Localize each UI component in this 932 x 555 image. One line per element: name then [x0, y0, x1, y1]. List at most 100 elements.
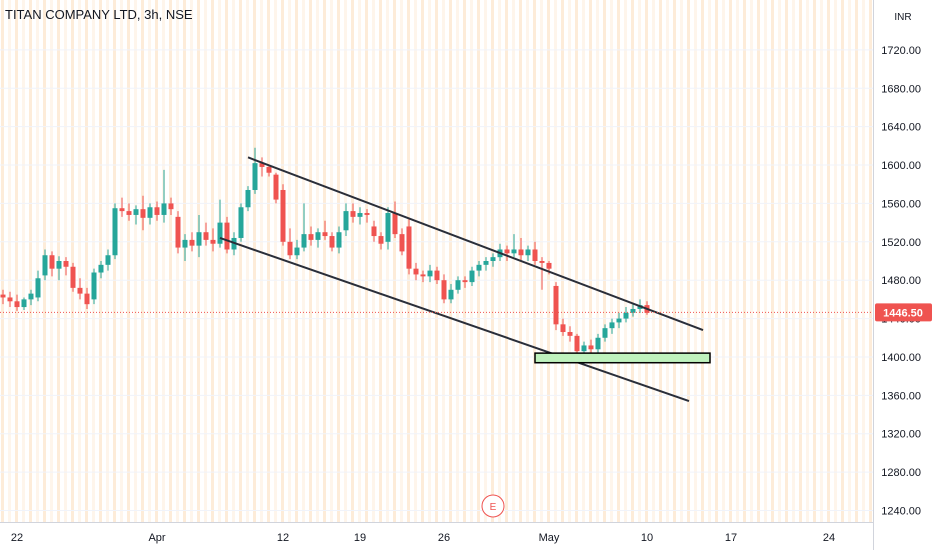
candle-body[interactable] [350, 211, 356, 217]
candle-body[interactable] [280, 189, 286, 242]
candle-body[interactable] [98, 264, 104, 273]
candle-body[interactable] [224, 222, 230, 250]
candle-body[interactable] [42, 255, 48, 276]
candle-body[interactable] [490, 257, 496, 261]
candle-body[interactable] [14, 301, 20, 308]
candle-body[interactable] [399, 234, 405, 252]
candle-body[interactable] [364, 213, 370, 215]
candle-body[interactable] [273, 174, 279, 200]
candle-body[interactable] [28, 293, 34, 300]
chart-title: TITAN COMPANY LTD, 3h, NSE [5, 7, 193, 22]
candle-body[interactable] [588, 345, 594, 350]
candle-body[interactable] [616, 318, 622, 323]
candle-body[interactable] [196, 232, 202, 246]
candle-body[interactable] [84, 293, 90, 305]
candle-body[interactable] [525, 249, 531, 256]
candle-body[interactable] [91, 272, 97, 300]
candle-body[interactable] [308, 234, 314, 240]
candle-body[interactable] [427, 270, 433, 277]
candle-body[interactable] [343, 211, 349, 231]
candle-body[interactable] [77, 287, 83, 294]
candle-body[interactable] [553, 285, 559, 325]
candle-body[interactable] [518, 249, 524, 256]
candle-body[interactable] [168, 203, 174, 210]
candle-body[interactable] [448, 289, 454, 300]
candle-body[interactable] [539, 261, 545, 263]
candle-body[interactable] [420, 274, 426, 277]
candle-body[interactable] [329, 236, 335, 248]
candle-body[interactable] [406, 226, 412, 269]
candle-body[interactable] [217, 222, 223, 244]
candle-body[interactable] [532, 249, 538, 261]
candle-body[interactable] [35, 278, 41, 298]
candle-body[interactable] [119, 208, 125, 212]
candle-body[interactable] [126, 211, 132, 215]
candle-body[interactable] [322, 232, 328, 237]
candle-body[interactable] [574, 335, 580, 352]
price-axis[interactable]: 1240.001280.001320.001360.001400.001440.… [873, 0, 932, 550]
candle-body[interactable] [287, 241, 293, 256]
candle-body[interactable] [238, 207, 244, 238]
candle-body[interactable] [511, 249, 517, 254]
candle-body[interactable] [175, 216, 181, 248]
candle-body[interactable] [567, 332, 573, 336]
candle-body[interactable] [7, 297, 13, 302]
support-zone[interactable] [534, 352, 711, 364]
candle-body[interactable] [385, 213, 391, 242]
candle-body[interactable] [63, 261, 69, 267]
candle-body[interactable] [546, 262, 552, 269]
candle-body[interactable] [371, 226, 377, 237]
candle-body[interactable] [476, 264, 482, 271]
candle-body[interactable] [70, 266, 76, 288]
time-axis[interactable]: 22 Apr 12 19 26 May 10 17 24 E [0, 494, 873, 550]
candle-body[interactable] [630, 308, 636, 313]
candle-body[interactable] [602, 328, 608, 338]
candle-body[interactable] [392, 213, 398, 235]
candle-body[interactable] [266, 166, 272, 173]
candle-body[interactable] [609, 322, 615, 329]
candle-body[interactable] [336, 232, 342, 248]
candle-body[interactable] [378, 236, 384, 244]
candle-body[interactable] [112, 208, 118, 256]
candle-body[interactable] [581, 345, 587, 352]
candle-body[interactable] [56, 261, 62, 269]
candle-body[interactable] [105, 255, 111, 265]
candle-body[interactable] [154, 207, 160, 215]
candle-body[interactable] [483, 261, 489, 265]
candle-body[interactable] [462, 280, 468, 283]
channel-lower-line[interactable] [219, 237, 690, 403]
candle-body[interactable] [259, 163, 265, 167]
candle-body[interactable] [504, 249, 510, 254]
candle-body[interactable] [0, 294, 6, 298]
candle-body[interactable] [455, 280, 461, 290]
candle-body[interactable] [161, 203, 167, 215]
candle-body[interactable] [182, 239, 188, 248]
candle-body[interactable] [357, 213, 363, 217]
session-band [813, 0, 816, 522]
candle-body[interactable] [469, 270, 475, 283]
candle-body[interactable] [434, 270, 440, 281]
candle-body[interactable] [315, 232, 321, 240]
candle-body[interactable] [21, 299, 27, 308]
candle-body[interactable] [203, 232, 209, 240]
candle-body[interactable] [560, 324, 566, 333]
candle-body[interactable] [147, 207, 153, 218]
candle-body[interactable] [595, 337, 601, 350]
candle-body[interactable] [294, 247, 300, 256]
session-band [617, 0, 620, 522]
candle-body[interactable] [301, 234, 307, 248]
candle-body[interactable] [413, 268, 419, 275]
candle-body[interactable] [189, 239, 195, 246]
candle-body[interactable] [49, 255, 55, 269]
candle-body[interactable] [210, 239, 216, 244]
channel-upper-line[interactable] [247, 156, 704, 332]
event-marker-icon[interactable] [481, 494, 505, 518]
candle-body[interactable] [140, 209, 146, 218]
candle-body[interactable] [623, 312, 629, 319]
candle-body[interactable] [245, 189, 251, 208]
candle-body[interactable] [133, 209, 139, 215]
candle-body[interactable] [252, 163, 258, 190]
candle-body[interactable] [441, 280, 447, 300]
